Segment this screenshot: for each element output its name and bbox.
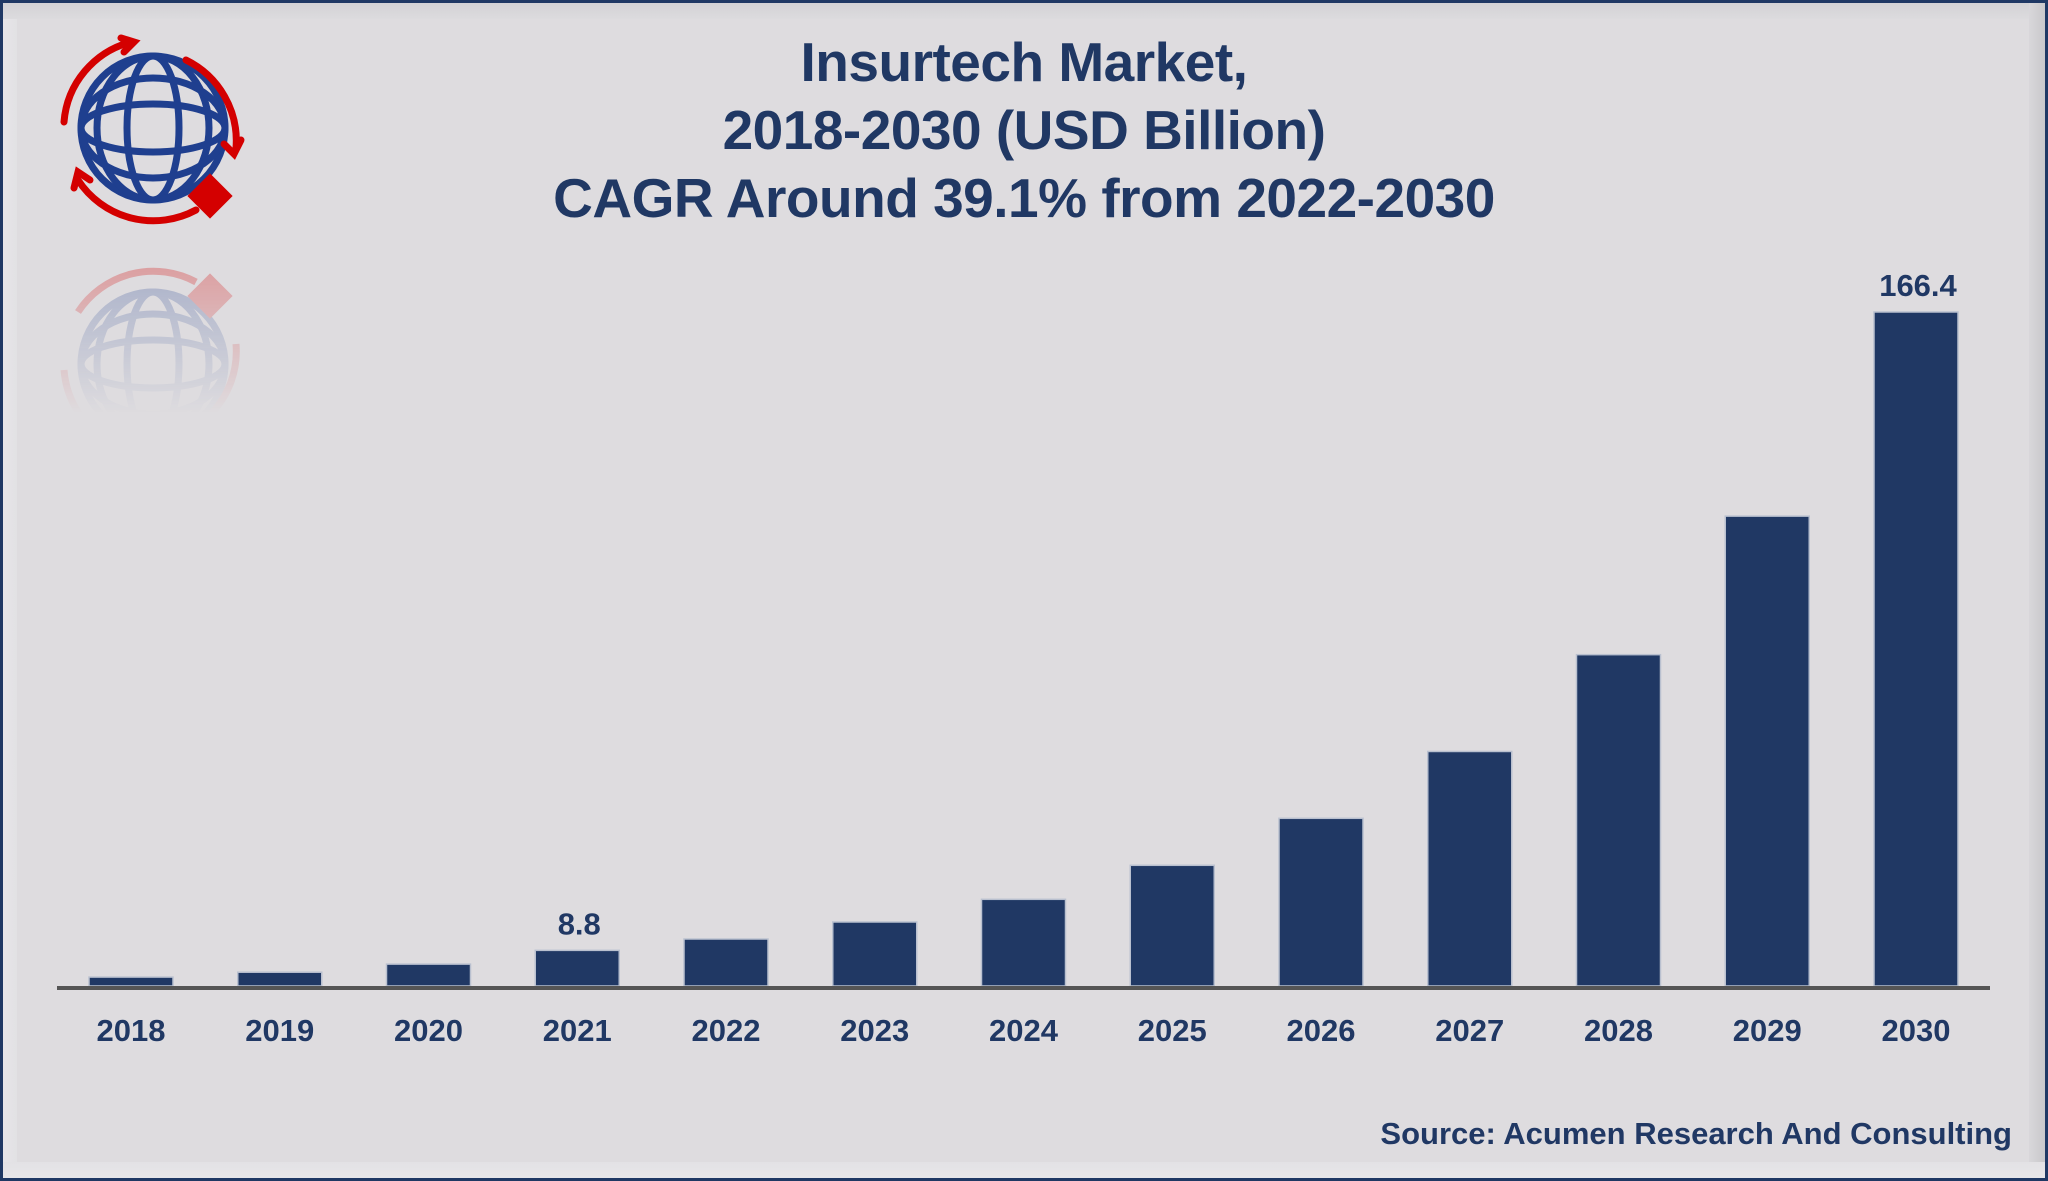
x-tick-label-2030: 2030 bbox=[1882, 1013, 1951, 1048]
bar-2023 bbox=[832, 921, 918, 987]
data-label-2030: 166.4 bbox=[1879, 268, 1957, 303]
bar-2027 bbox=[1427, 750, 1513, 987]
bar-2029 bbox=[1724, 515, 1810, 987]
red-diamond-icon bbox=[187, 173, 233, 219]
x-tick-label-2025: 2025 bbox=[1138, 1013, 1207, 1048]
frame-bevel-left bbox=[3, 3, 17, 1178]
bar-2018 bbox=[88, 976, 174, 987]
x-tick-label-2023: 2023 bbox=[840, 1013, 909, 1048]
bar-2024 bbox=[980, 898, 1067, 987]
bar-2030 bbox=[1873, 311, 1959, 987]
title-line-3: CAGR Around 39.1% from 2022-2030 bbox=[553, 167, 1495, 229]
logo-reflection-icon bbox=[60, 267, 240, 414]
frame-bevel-right bbox=[2029, 3, 2045, 1178]
title-line-1: Insurtech Market, bbox=[800, 31, 1248, 93]
globe-logo-icon bbox=[60, 34, 245, 225]
source-note: Source: Acumen Research And Consulting bbox=[1380, 1116, 2012, 1151]
bar-2026 bbox=[1278, 817, 1364, 987]
x-tick-label-2020: 2020 bbox=[394, 1013, 463, 1048]
chart-title: Insurtech Market, 2018-2030 (USD Billion… bbox=[400, 28, 1648, 232]
x-tick-label-2027: 2027 bbox=[1435, 1013, 1504, 1048]
data-labels: 8.8 166.4 bbox=[558, 268, 1958, 941]
x-tick-label-2026: 2026 bbox=[1287, 1013, 1356, 1048]
x-tick-label-2018: 2018 bbox=[97, 1013, 166, 1048]
rotating-arrows-icon bbox=[60, 34, 245, 225]
x-tick-label-2021: 2021 bbox=[543, 1013, 612, 1048]
bars-group bbox=[88, 311, 1959, 987]
data-label-2021: 8.8 bbox=[558, 906, 601, 941]
x-tick-label-2022: 2022 bbox=[692, 1013, 761, 1048]
globe-icon bbox=[77, 52, 229, 204]
x-tick-label-2029: 2029 bbox=[1733, 1013, 1802, 1048]
bar-2019 bbox=[237, 971, 323, 987]
x-tick-labels: 2018 2019 2020 2021 2022 2023 2024 2025 2026 2027… bbox=[97, 1013, 1951, 1048]
bar-2022 bbox=[683, 938, 769, 987]
x-tick-label-2028: 2028 bbox=[1584, 1013, 1653, 1048]
bar-2025 bbox=[1129, 864, 1215, 987]
x-tick-label-2019: 2019 bbox=[245, 1013, 314, 1048]
x-tick-label-2024: 2024 bbox=[989, 1013, 1059, 1048]
title-line-2: 2018-2030 (USD Billion) bbox=[722, 99, 1326, 161]
bar-2021 bbox=[534, 949, 620, 987]
frame-bevel-top bbox=[3, 3, 2045, 19]
frame-bevel-bottom bbox=[3, 1162, 2045, 1178]
bar-2020 bbox=[385, 963, 472, 987]
bar-2028 bbox=[1575, 653, 1662, 987]
